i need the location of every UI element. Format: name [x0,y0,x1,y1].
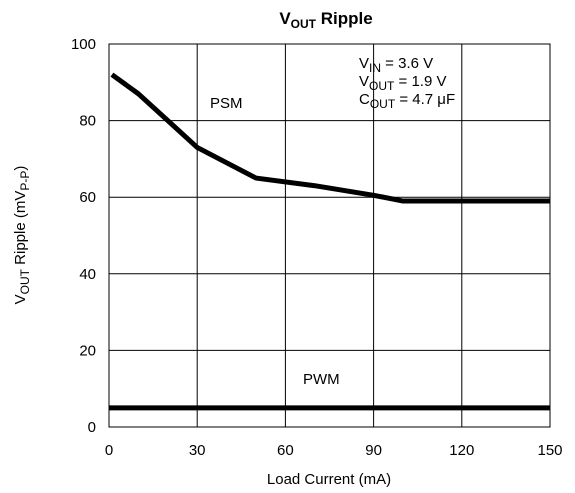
x-tick-label-0: 0 [105,442,113,459]
y-tick-label-60: 60 [79,189,96,206]
chart-title: VOUT Ripple [279,9,372,31]
plot-frame [108,43,551,428]
x-tick-label-120: 120 [449,442,474,459]
y-tick-label-100: 100 [71,36,96,53]
annotation-vout: VOUT = 1.9 V [359,73,446,93]
grid [109,44,550,427]
x-tick-labels: 0 30 60 90 120 150 [105,442,563,459]
x-tick-label-30: 30 [189,442,206,459]
y-tick-label-0: 0 [88,419,96,436]
series-line-psm [110,72,550,204]
x-tick-label-150: 150 [537,442,562,459]
y-tick-labels: 0 20 40 60 80 100 [71,36,96,436]
y-tick-label-80: 80 [79,113,96,130]
y-tick-label-20: 20 [79,342,96,359]
series-lines [109,72,550,411]
psm-label: PSM [210,95,243,112]
x-axis-label: Load Current (mA) [267,471,391,488]
y-tick-label-40: 40 [79,266,96,283]
annotation-vin: VIN = 3.6 V [359,55,433,75]
annotation-cout: COUT = 4.7 μF [359,91,455,111]
x-tick-label-90: 90 [365,442,382,459]
y-axis-label: VOUT Ripple (mVP-P) [12,166,32,305]
pwm-label: PWM [303,371,340,388]
x-tick-label-60: 60 [277,442,294,459]
